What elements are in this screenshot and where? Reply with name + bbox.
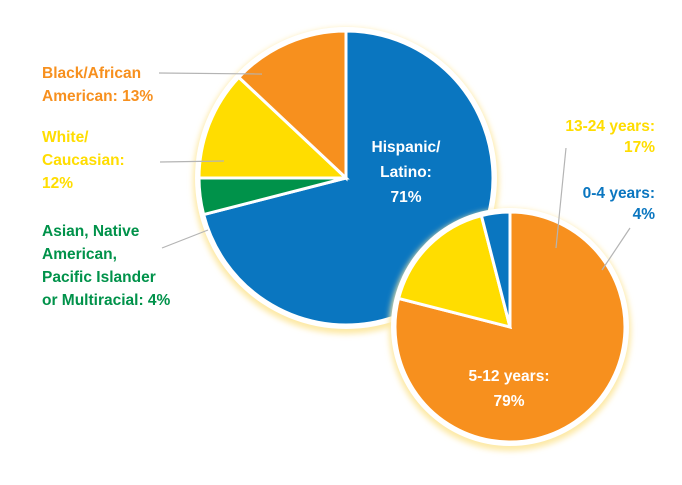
slice-label-line: 79% bbox=[493, 393, 524, 410]
pie-slice-age-13-24 bbox=[396, 213, 513, 330]
slice-label-line: Hispanic/ bbox=[372, 139, 442, 156]
slice-label-line: or Multiracial: 4% bbox=[42, 292, 171, 309]
slice-label-age-0-4: 0-4 years: 4% bbox=[583, 185, 656, 223]
slice-label-line: American, bbox=[42, 246, 117, 263]
slice-label-line: 71% bbox=[390, 189, 421, 206]
slice-label-line: Pacific Islander bbox=[42, 269, 156, 286]
slice-label-line: White/ bbox=[42, 129, 89, 146]
leader-line-white bbox=[159, 160, 225, 163]
slice-label-age-13-24: 13-24 years: 17% bbox=[565, 118, 655, 156]
slice-label-line: Caucasian: bbox=[42, 152, 125, 169]
slice-label-line: 12% bbox=[42, 175, 73, 192]
leader-line-age-0-4 bbox=[601, 227, 631, 271]
leader-line-asian bbox=[161, 229, 209, 249]
slice-label-asian: Asian, Native American, Pacific Islander or… bbox=[42, 223, 171, 309]
slice-label-line: Black/African bbox=[42, 65, 141, 82]
pie-slice-age-0-4 bbox=[479, 210, 512, 328]
slice-label-line: Latino: bbox=[380, 164, 432, 181]
slice-label-white: White/Caucasian: 12% bbox=[42, 129, 125, 192]
slice-label-line: 13-24 years: bbox=[565, 118, 655, 135]
pie-slice-black bbox=[236, 29, 348, 182]
leader-line-age-13-24 bbox=[555, 147, 567, 249]
slice-label-age-5-12: 5-12 years: 79% bbox=[468, 368, 549, 410]
slice-label-line: 0-4 years: bbox=[583, 185, 655, 202]
leader-line-black bbox=[158, 72, 263, 75]
slice-label-line: 5-12 years: bbox=[468, 368, 549, 385]
slice-label-black: Black/African American: 13% bbox=[42, 65, 153, 105]
slice-label-line: 4% bbox=[633, 206, 656, 223]
slice-label-line: Asian, Native bbox=[42, 223, 140, 240]
slice-label-line: American: 13% bbox=[42, 88, 153, 105]
pie-slice-age-5-12 bbox=[393, 210, 627, 444]
slice-label-hispanic: Hispanic/Latino: 71% bbox=[372, 139, 442, 206]
pie-slice-white bbox=[197, 75, 350, 180]
slice-label-line: 17% bbox=[624, 139, 655, 156]
